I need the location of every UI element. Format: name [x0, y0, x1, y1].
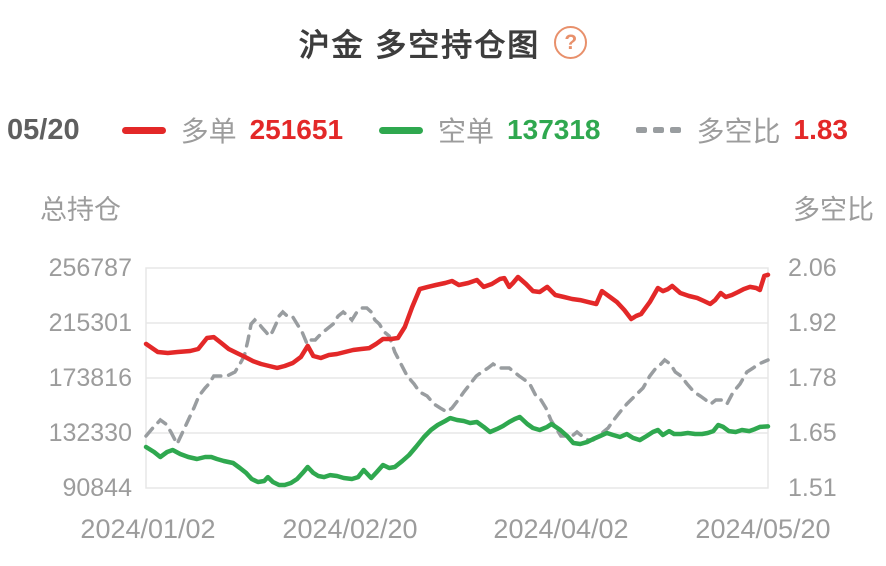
long-swatch-icon [121, 126, 166, 134]
long-label: 多单 [180, 116, 237, 147]
short-value: 137318 [507, 114, 601, 145]
left-tick: 215301 [48, 309, 132, 337]
short-label: 空单 [438, 116, 495, 147]
left-axis-title: 总持仓 [40, 195, 121, 225]
page-title: 沪金 多空持仓图 [298, 28, 541, 63]
legend-item-ratio[interactable]: 多空比 1.83 [636, 110, 848, 150]
legend-item-long[interactable]: 多单 251651 [121, 110, 344, 150]
right-tick: 1.65 [788, 419, 837, 447]
x-axis-label: 2024/05/20 [695, 514, 831, 544]
short-line [143, 414, 771, 488]
left-tick: 132330 [48, 419, 132, 447]
right-axis-title: 多空比 [793, 195, 874, 225]
left-tick: 173816 [48, 364, 132, 392]
right-tick: 2.06 [788, 254, 837, 282]
long-line [143, 272, 771, 371]
question-circle-icon[interactable]: ? [554, 26, 588, 59]
right-tick: 1.51 [788, 474, 837, 502]
right-tick: 1.78 [788, 364, 837, 392]
left-tick: 256787 [48, 254, 132, 282]
x-axis-label: 2024/02/20 [282, 514, 418, 544]
legend: 05/20 多单 251651 空单 137318 多空比 1.83 [7, 110, 848, 150]
x-axis-label: 2024/01/02 [80, 514, 216, 544]
legend-item-short[interactable]: 空单 137318 [379, 110, 600, 150]
gridlines [145, 267, 769, 489]
short-swatch-icon [379, 126, 424, 134]
right-tick: 1.92 [788, 309, 837, 337]
left-tick: 90844 [62, 474, 132, 502]
x-axis-label: 2024/04/02 [493, 514, 629, 544]
ratio-line [144, 306, 770, 448]
ratio-swatch-icon [636, 127, 682, 133]
selected-date-label: 05/20 [7, 113, 80, 146]
ratio-label: 多空比 [696, 116, 781, 147]
chart-header: 沪金 多空持仓图 ? [0, 20, 886, 65]
long-value: 251651 [249, 114, 344, 145]
ratio-value: 1.83 [793, 114, 849, 145]
